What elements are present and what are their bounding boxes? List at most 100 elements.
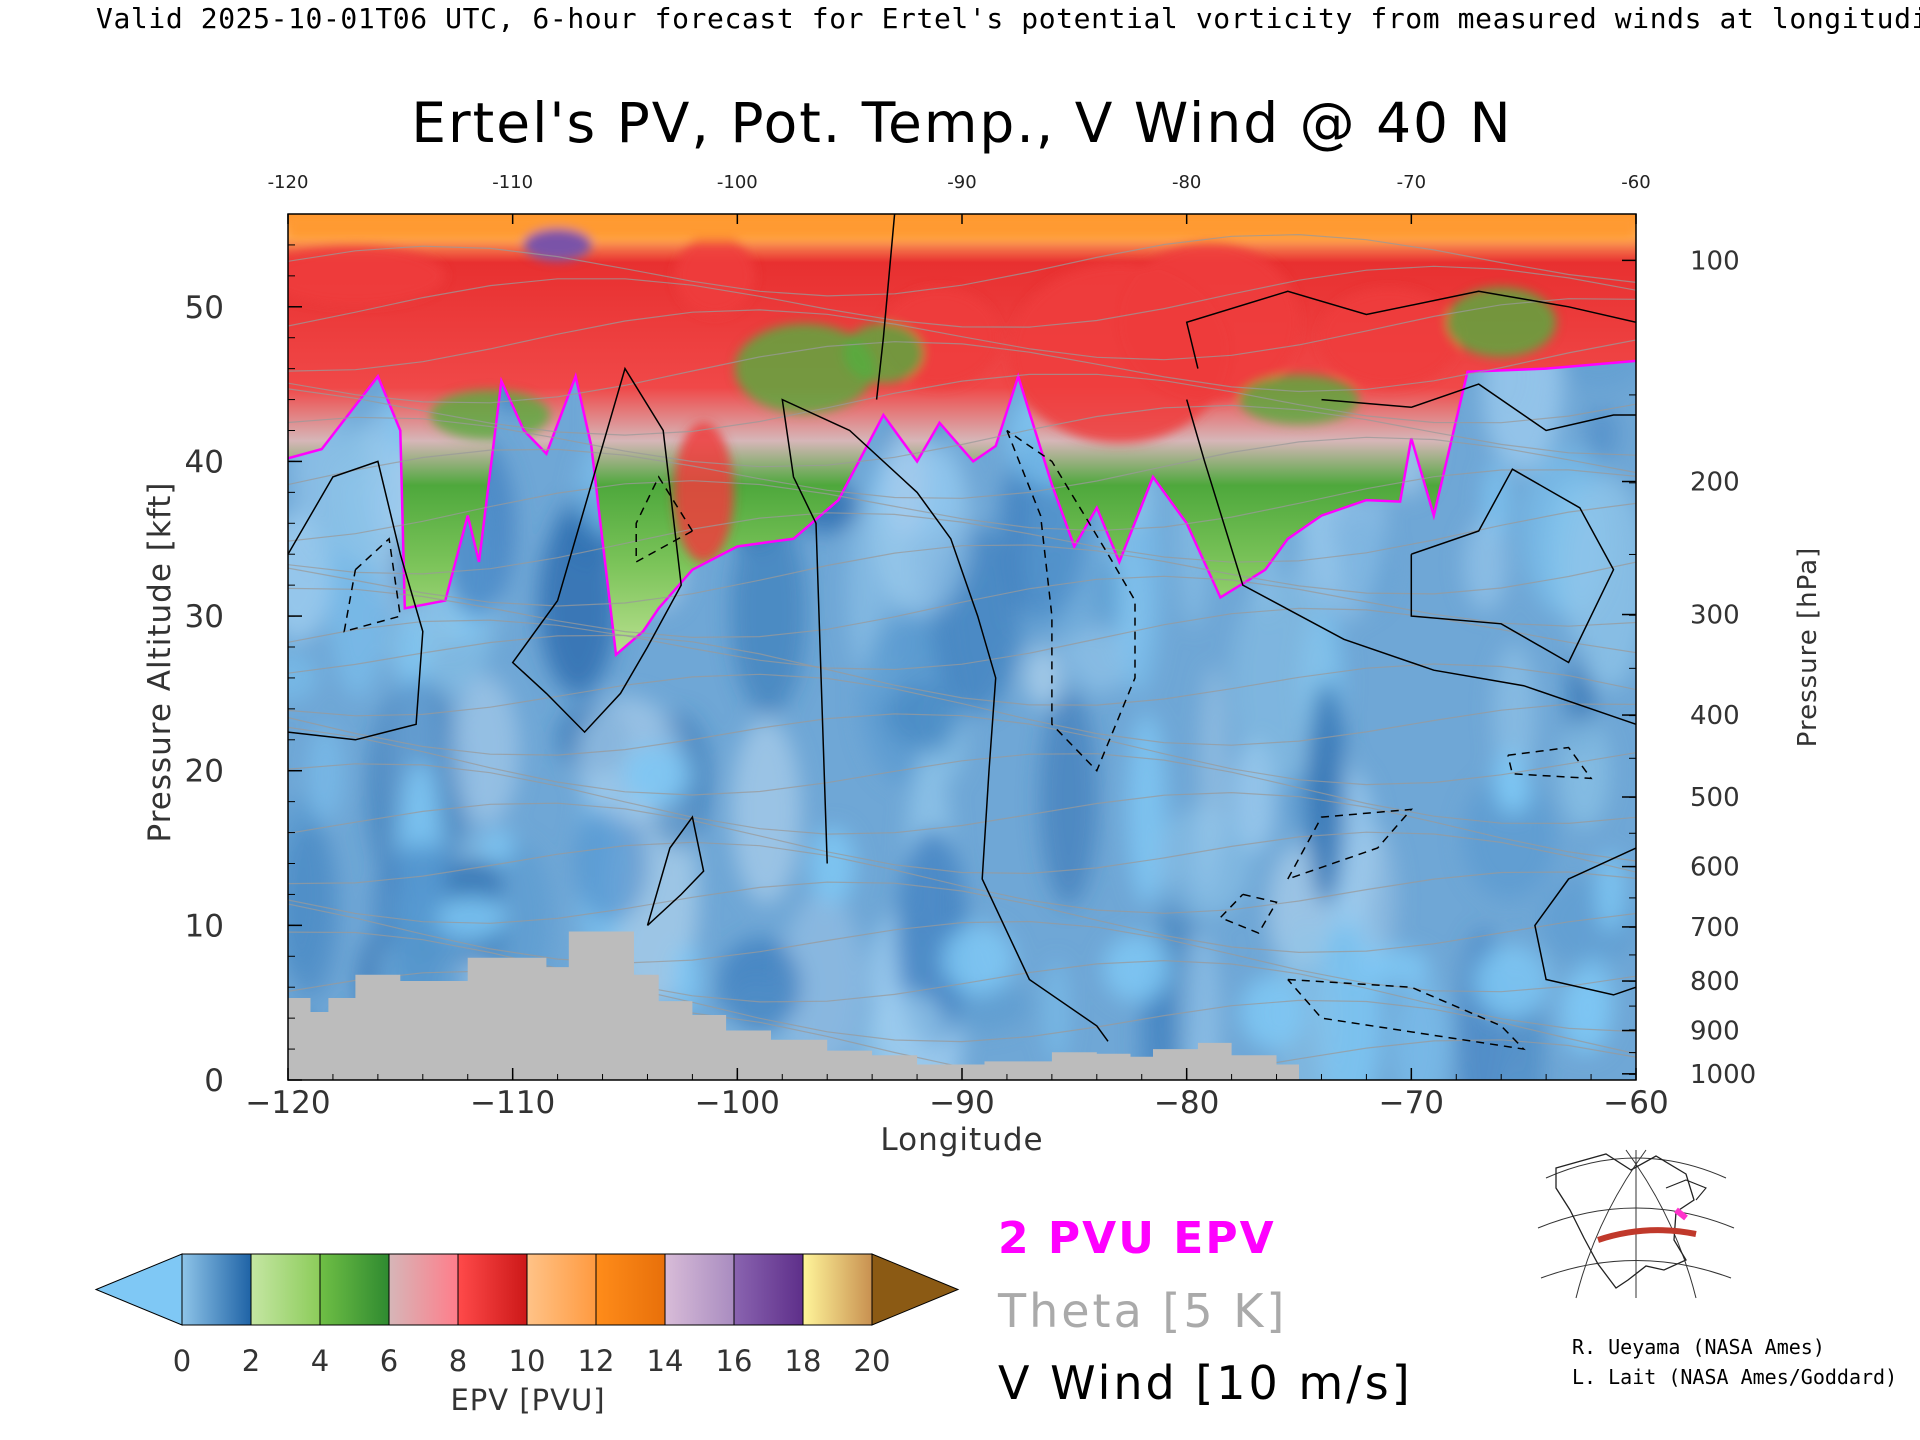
top-tick-label: -100 xyxy=(717,172,758,193)
x-tick-label: −100 xyxy=(695,1085,780,1121)
colorbar-bin xyxy=(733,1253,804,1326)
vwind-contour-positive xyxy=(1410,468,1615,664)
theta-contour xyxy=(288,436,1636,499)
top-tick-label: -110 xyxy=(492,172,533,193)
vwind-contour-positive xyxy=(646,815,705,926)
vwind-contours xyxy=(288,214,1636,1051)
high-pv-region xyxy=(674,235,755,316)
epv-texture-patch xyxy=(1584,407,1619,461)
pressure-tick-label: 100 xyxy=(1690,246,1740,276)
theta-contour xyxy=(288,265,1636,328)
colorbar-bin xyxy=(319,1253,390,1326)
pressure-tick-label: 200 xyxy=(1690,468,1740,498)
x-axis-top: -120 -110 -100 -90 -80 -70 -60 xyxy=(268,172,1651,224)
colorbar-tick-label: 10 xyxy=(509,1344,546,1378)
y-axis-right: 100 200 300 400 500 600 700 800 900 1000 xyxy=(1622,246,1756,1090)
low-pv-patch xyxy=(1239,974,1307,1050)
low-pv-patch xyxy=(1596,852,1625,932)
vwind-contour-positive xyxy=(1185,290,1636,369)
epv-texture-patch xyxy=(1043,959,1070,1065)
epv-texture-patch xyxy=(288,823,340,1000)
tropopause-2pvu-line xyxy=(288,359,1636,658)
colorbar-label: EPV [PVU] xyxy=(450,1383,605,1417)
vwind-contour-positive xyxy=(511,366,682,734)
pressure-tick-label: 300 xyxy=(1690,601,1740,631)
epv-texture-patch xyxy=(1039,690,1098,907)
epv-texture-patch xyxy=(1306,681,1346,905)
theta-contour xyxy=(288,881,1636,954)
colorbar-tick-label: 0 xyxy=(173,1344,191,1378)
legend-vwind: V Wind [10 m/s] xyxy=(998,1356,1413,1410)
x-axis-label: Longitude xyxy=(880,1122,1043,1158)
colorbar-bin xyxy=(388,1253,459,1326)
credit-line: L. Lait (NASA Ames/Goddard) xyxy=(1572,1365,1898,1389)
x-tick-label: −60 xyxy=(1603,1085,1668,1121)
colorbar-under-arrow xyxy=(94,1253,183,1326)
theta-contour xyxy=(288,673,1636,746)
top-tick-label: -80 xyxy=(1172,172,1201,193)
vwind-contour-negative xyxy=(343,537,402,633)
top-tick-label: -60 xyxy=(1621,172,1650,193)
pressure-tick-label: 900 xyxy=(1690,1017,1740,1047)
epv-texture-patch xyxy=(1354,826,1397,969)
theta-contour xyxy=(288,802,1636,875)
credits: R. Ueyama (NASA Ames) L. Lait (NASA Ames… xyxy=(1572,1332,1897,1392)
epv-texture-patch xyxy=(1024,647,1063,707)
terrain-mask xyxy=(288,931,1299,1080)
vwind-contour-negative xyxy=(1219,893,1278,935)
low-pv-patch xyxy=(1474,945,1549,1019)
top-tick-label: -70 xyxy=(1397,172,1426,193)
low-pv-patch xyxy=(1559,972,1612,1055)
mid-pv-region xyxy=(1239,374,1359,425)
x-axis-bottom: −120 −110 −100 −90 −80 −70 −60 xyxy=(245,1068,1669,1121)
epv-texture-patch xyxy=(1566,475,1636,690)
vwind-contour-negative xyxy=(1287,978,1526,1051)
colorbar: 0 2 4 6 8 10 12 14 16 18 20 xyxy=(94,1253,960,1378)
mid-pv-region xyxy=(843,323,924,384)
theta-contour xyxy=(288,931,1636,1033)
low-pv-patch xyxy=(1356,947,1431,985)
y-axis-label: Pressure Altitude [kft] xyxy=(142,482,178,843)
epv-texture-patch xyxy=(731,718,802,904)
epv-texture-patch xyxy=(1392,973,1449,1080)
theta-contour xyxy=(288,469,1636,542)
vwind-contour-positive xyxy=(781,398,1109,1042)
stratosphere-top-layer xyxy=(288,214,1636,563)
theta-contour xyxy=(288,339,1636,404)
vwind-contour-positive xyxy=(288,460,424,741)
colorbar-tick-label: 12 xyxy=(578,1344,615,1378)
colorbar-bin xyxy=(250,1253,321,1326)
x-tick-label: −80 xyxy=(1154,1085,1219,1121)
low-pv-patch xyxy=(437,896,506,941)
pressure-tick-label: 1000 xyxy=(1690,1060,1756,1090)
theta-contour xyxy=(288,841,1636,914)
y2-axis-label: Pressure [hPa] xyxy=(1793,547,1823,748)
theta-contour xyxy=(288,502,1636,575)
y-tick-label: 10 xyxy=(185,908,224,944)
theta-contour xyxy=(288,726,1636,825)
theta-contour xyxy=(288,903,1636,993)
high-pv-region xyxy=(1119,242,1300,403)
low-pv-patch xyxy=(1103,934,1170,1003)
high-pv-region xyxy=(1318,287,1459,388)
y-tick-label: 40 xyxy=(185,444,224,480)
epv-texture-patch xyxy=(717,937,802,1035)
colorbar-tick-label: 4 xyxy=(311,1344,329,1378)
theta-contour xyxy=(288,298,1636,372)
x-tick-label: −110 xyxy=(470,1085,555,1121)
colorbar-tick-label: 8 xyxy=(449,1344,467,1378)
pressure-tick-label: 600 xyxy=(1690,853,1740,883)
colorbar-bin xyxy=(181,1253,252,1326)
colorbar-bin xyxy=(664,1253,735,1326)
y-tick-label: 30 xyxy=(185,599,224,635)
pressure-tick-label: 400 xyxy=(1690,701,1740,731)
pressure-tick-label: 500 xyxy=(1690,783,1740,813)
mid-pv-region xyxy=(734,323,875,414)
theta-contour xyxy=(288,634,1636,706)
chart-title: Ertel's PV, Pot. Temp., V Wind @ 40 N xyxy=(411,91,1512,155)
x-tick-label: −90 xyxy=(929,1085,994,1121)
plot-area xyxy=(288,214,1636,1080)
theta-contour xyxy=(288,233,1636,297)
colorbar-tick-label: 14 xyxy=(647,1344,684,1378)
theta-contour xyxy=(288,713,1636,786)
